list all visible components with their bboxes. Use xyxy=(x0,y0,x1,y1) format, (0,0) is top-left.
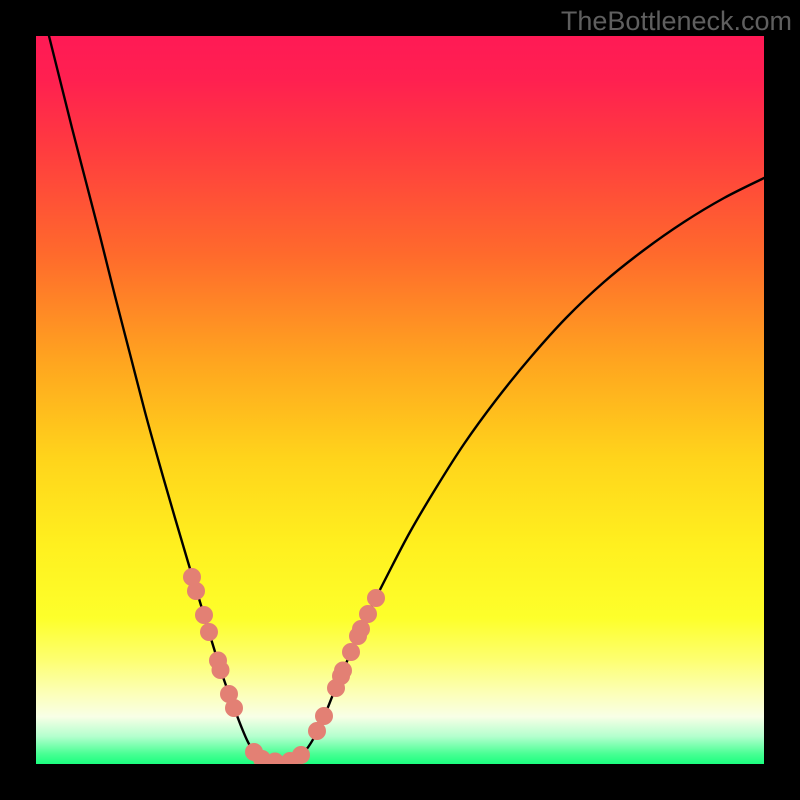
marker-right xyxy=(360,606,377,623)
plot-svg xyxy=(36,36,764,764)
marker-right xyxy=(343,644,360,661)
marker-left xyxy=(188,583,205,600)
marker-left xyxy=(201,624,218,641)
marker-right xyxy=(335,662,352,679)
chart-stage: TheBottleneck.com xyxy=(0,0,800,800)
watermark-text: TheBottleneck.com xyxy=(561,6,792,37)
plot-area xyxy=(36,36,764,764)
marker-left xyxy=(196,607,213,624)
marker-right xyxy=(293,747,310,764)
marker-right xyxy=(309,723,326,740)
marker-left xyxy=(212,662,229,679)
marker-right xyxy=(316,708,333,725)
marker-right xyxy=(368,590,385,607)
marker-right xyxy=(353,621,370,638)
gradient-background xyxy=(36,36,764,764)
marker-left xyxy=(226,700,243,717)
